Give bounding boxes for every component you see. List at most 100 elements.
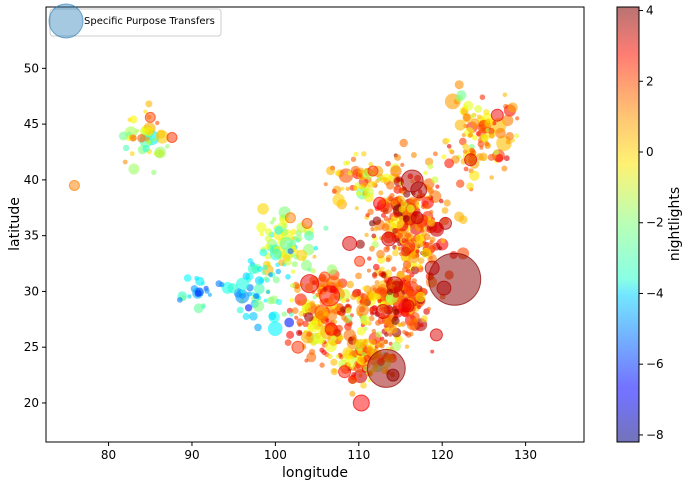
scatter-point	[408, 252, 420, 264]
scatter-point	[379, 176, 386, 183]
scatter-point	[467, 133, 473, 138]
x-tick-label: 110	[347, 448, 370, 462]
scatter-point	[391, 316, 400, 325]
scatter-point	[373, 226, 379, 232]
scatter-point	[313, 245, 319, 251]
scatter-points	[68, 80, 520, 412]
scatter-point	[417, 305, 421, 310]
scatter-point	[469, 170, 480, 181]
scatter-point	[302, 320, 309, 327]
scatter-point	[419, 227, 425, 233]
scatter-point	[310, 268, 316, 274]
scatter-point	[304, 358, 309, 363]
scatter-point	[338, 365, 352, 379]
scatter-point	[219, 281, 225, 288]
scatter-point	[337, 335, 344, 342]
scatter-point	[441, 154, 447, 160]
scatter-point	[505, 132, 514, 141]
scatter-point	[348, 321, 353, 326]
scatter-point	[436, 280, 452, 296]
scatter-point	[304, 312, 314, 322]
scatter-point	[247, 291, 252, 297]
scatter-point	[440, 238, 446, 244]
scatter-point	[266, 290, 271, 294]
scatter-point	[446, 144, 452, 149]
scatter-point	[372, 273, 378, 279]
scatter-point	[363, 326, 368, 331]
scatter-point	[143, 109, 148, 114]
scatter-point	[187, 294, 192, 299]
scatter-point	[264, 228, 273, 236]
scatter-point	[296, 318, 304, 326]
scatter-point	[294, 293, 307, 306]
scatter-point	[137, 133, 146, 143]
scatter-point	[358, 184, 364, 190]
scatter-point	[454, 80, 464, 90]
scatter-point	[454, 211, 465, 222]
scatter-point	[419, 323, 424, 328]
scatter-point	[291, 340, 305, 354]
scatter-point	[463, 100, 474, 111]
scatter-point	[375, 320, 381, 326]
scatter-point	[257, 203, 269, 215]
scatter-point	[236, 306, 244, 314]
scatter-point	[254, 323, 262, 332]
scatter-point	[129, 115, 138, 124]
scatter-point	[374, 280, 380, 285]
legend: Specific Purpose Transfers	[48, 3, 222, 39]
scatter-point	[194, 275, 200, 281]
scatter-point	[466, 182, 474, 190]
scatter-point	[469, 147, 475, 154]
scatter-point	[431, 176, 439, 184]
scatter-point	[369, 220, 376, 227]
scatter-point	[410, 181, 428, 199]
scatter-point	[154, 146, 167, 159]
colorbar-tick-label: 0	[646, 145, 654, 159]
scatter-point	[296, 329, 303, 337]
scatter-point	[324, 322, 338, 336]
scatter-point	[410, 211, 424, 225]
scatter-point	[373, 196, 387, 210]
scatter-point	[515, 116, 520, 121]
scatter-point	[410, 237, 415, 243]
scatter-point	[379, 272, 384, 277]
scatter-point	[263, 298, 268, 303]
scatter-point	[335, 354, 340, 359]
scatter-point	[194, 289, 202, 297]
scatter-point	[393, 308, 400, 315]
scatter-point	[355, 272, 362, 280]
scatter-point	[397, 242, 402, 247]
scatter-point	[321, 349, 327, 356]
scatter-point	[294, 315, 299, 320]
scatter-point	[235, 289, 250, 304]
x-tick-label: 130	[514, 448, 537, 462]
scatter-point	[351, 356, 357, 363]
scatter-point	[502, 92, 508, 98]
scatter-point	[253, 293, 259, 300]
scatter-point	[193, 303, 204, 314]
scatter-point	[383, 246, 390, 253]
scatter-point	[326, 264, 338, 275]
scatter-point	[264, 235, 272, 243]
scatter-point	[383, 216, 389, 222]
scatter-point	[325, 340, 337, 353]
scatter-point	[377, 299, 382, 304]
scatter-point	[330, 358, 338, 366]
scatter-point	[365, 213, 370, 218]
scatter-point	[118, 131, 128, 141]
scatter-point	[323, 225, 329, 231]
scatter-point	[360, 315, 371, 326]
scatter-point	[474, 105, 483, 113]
scatter-point	[340, 298, 346, 304]
scatter-point	[271, 216, 277, 222]
scatter-point	[360, 382, 367, 389]
scatter-point	[493, 149, 500, 156]
scatter-point	[256, 266, 263, 272]
scatter-point	[368, 315, 375, 322]
y-tick-label: 30	[24, 284, 39, 298]
scatter-point	[475, 131, 481, 137]
scatter-point	[165, 144, 170, 149]
scatter-point	[423, 233, 431, 241]
scatter-point	[397, 322, 402, 327]
scatter-point	[362, 366, 369, 372]
